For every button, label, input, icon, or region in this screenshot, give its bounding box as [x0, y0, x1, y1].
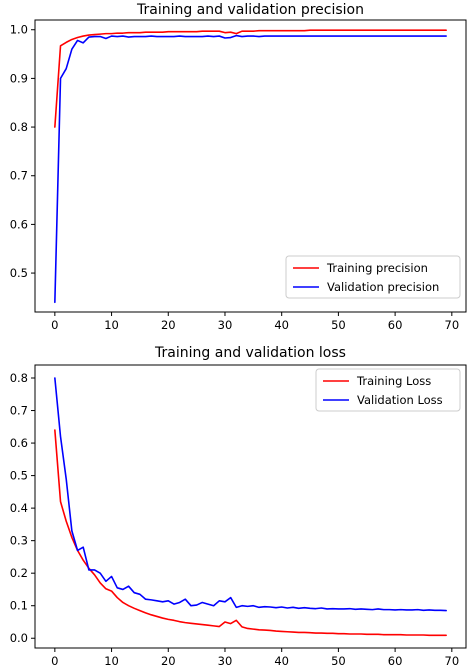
chart-title: Training and validation loss — [154, 345, 346, 361]
y-tick-label: 0.9 — [10, 71, 28, 85]
x-tick-label: 50 — [331, 318, 346, 332]
y-tick-label: 0.7 — [10, 169, 28, 183]
legend: Training Loss Validation Loss — [315, 368, 461, 412]
legend-label-training-precision: Training precision — [326, 261, 428, 275]
y-tick-label: 0.7 — [10, 404, 28, 418]
y-tick-label: 0.6 — [10, 436, 28, 450]
y-tick-label: 0.4 — [10, 501, 28, 515]
axes-frame — [34, 19, 467, 313]
y-tick-label: 0.3 — [10, 534, 28, 548]
x-tick-label: 60 — [388, 318, 403, 332]
y-tick-label: 0.2 — [10, 566, 28, 580]
y-tick-label: 0.1 — [10, 599, 28, 613]
legend-box — [285, 255, 461, 299]
x-tick-label: 60 — [388, 654, 403, 668]
x-tick-label: 40 — [274, 318, 289, 332]
x-tick-label: 70 — [445, 318, 460, 332]
series-line-validation-loss — [54, 377, 447, 612]
x-tick-label: 40 — [274, 654, 289, 668]
x-tick-label: 0 — [51, 318, 58, 332]
y-tick-label: 0.8 — [10, 371, 28, 385]
legend-label-validation-precision: Validation precision — [327, 280, 439, 294]
y-tick-label: 0.5 — [10, 469, 28, 483]
x-tick-label: 0 — [51, 654, 58, 668]
series-line-validation-precision — [54, 34, 447, 304]
chart-title: Training and validation precision — [136, 2, 364, 18]
legend-box — [315, 368, 461, 412]
series-line-training-precision — [54, 29, 447, 128]
y-tick-label: 0.8 — [10, 120, 28, 134]
y-tick-label: 0.6 — [10, 217, 28, 231]
legend-label-validation-loss: Validation Loss — [357, 393, 443, 407]
series-line-training-loss — [54, 429, 447, 637]
x-tick-label: 10 — [104, 654, 119, 668]
x-tick-label: 70 — [445, 654, 460, 668]
axes-frame — [34, 364, 467, 649]
x-tick-label: 30 — [218, 318, 233, 332]
y-tick-label: 0.5 — [10, 266, 28, 280]
x-tick-label: 10 — [104, 318, 119, 332]
legend-label-training-loss: Training Loss — [356, 374, 431, 388]
legend: Training precision Validation precision — [285, 255, 461, 299]
y-tick-label: 1.0 — [10, 23, 28, 37]
x-tick-label: 30 — [218, 654, 233, 668]
x-tick-label: 50 — [331, 654, 346, 668]
x-tick-label: 20 — [161, 318, 176, 332]
x-tick-label: 20 — [161, 654, 176, 668]
precision-chart: Training and validation precision 0 10 20 30… — [10, 2, 467, 332]
loss-chart: Training and validation loss 0 10 20 30 40 50 6… — [10, 345, 467, 668]
y-tick-label: 0.0 — [10, 631, 28, 645]
